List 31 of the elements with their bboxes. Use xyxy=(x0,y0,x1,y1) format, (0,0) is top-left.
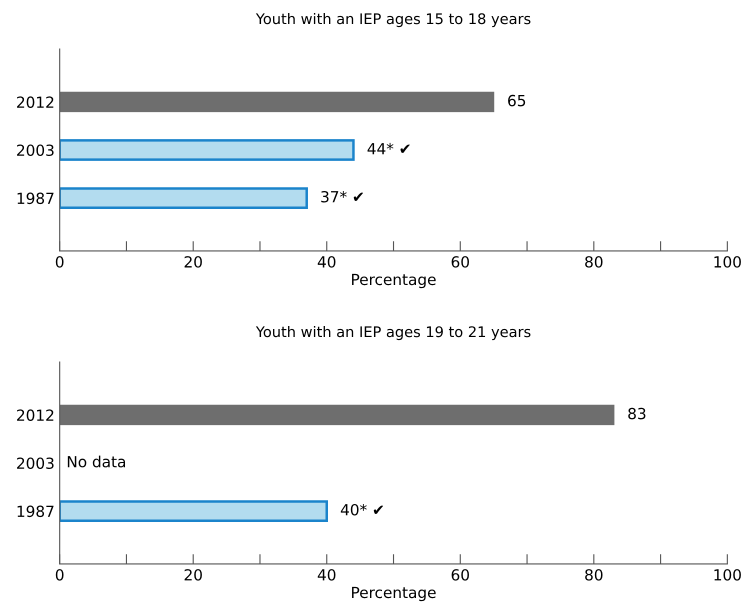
y-tick-label: 2003 xyxy=(17,144,54,156)
y-tick-label: 2012 xyxy=(17,409,54,421)
bar xyxy=(60,139,355,161)
x-axis-title: Percentage xyxy=(352,274,436,288)
bar xyxy=(60,187,308,209)
bar xyxy=(60,92,494,112)
chart-title: Youth with an IEP ages 15 to 18 years xyxy=(256,12,530,28)
data-label: 83 xyxy=(628,408,646,420)
x-axis-title: Percentage xyxy=(352,586,436,602)
y-tick-label: 2012 xyxy=(17,96,54,108)
x-tick-label: 0 xyxy=(56,256,64,268)
y-tick-label: 1987 xyxy=(18,192,54,204)
x-tick-label: 80 xyxy=(585,569,603,581)
x-tick-label: 40 xyxy=(318,569,336,581)
data-label: 65 xyxy=(508,94,526,106)
data-label: 40* ✔ xyxy=(340,504,384,516)
text: No data xyxy=(68,456,126,468)
x-tick-label: 60 xyxy=(452,569,469,581)
x-tick-label: 80 xyxy=(585,256,603,268)
x-tick-label: 100 xyxy=(714,569,741,581)
x-tick-label: 0 xyxy=(56,569,64,581)
y-tick-label: 1987 xyxy=(18,506,54,518)
x-tick-label: 100 xyxy=(714,256,741,268)
chart-title: Youth with an IEP ages 19 to 21 years xyxy=(256,326,530,340)
data-label: 37* ✔ xyxy=(321,190,364,203)
x-tick-label: 20 xyxy=(184,569,202,581)
data-label: 44* ✔ xyxy=(368,142,410,154)
y-tick-label: 2003 xyxy=(17,457,54,470)
x-tick-label: 40 xyxy=(318,256,336,268)
x-tick-label: 20 xyxy=(184,256,202,268)
x-tick-label: 60 xyxy=(452,256,469,268)
